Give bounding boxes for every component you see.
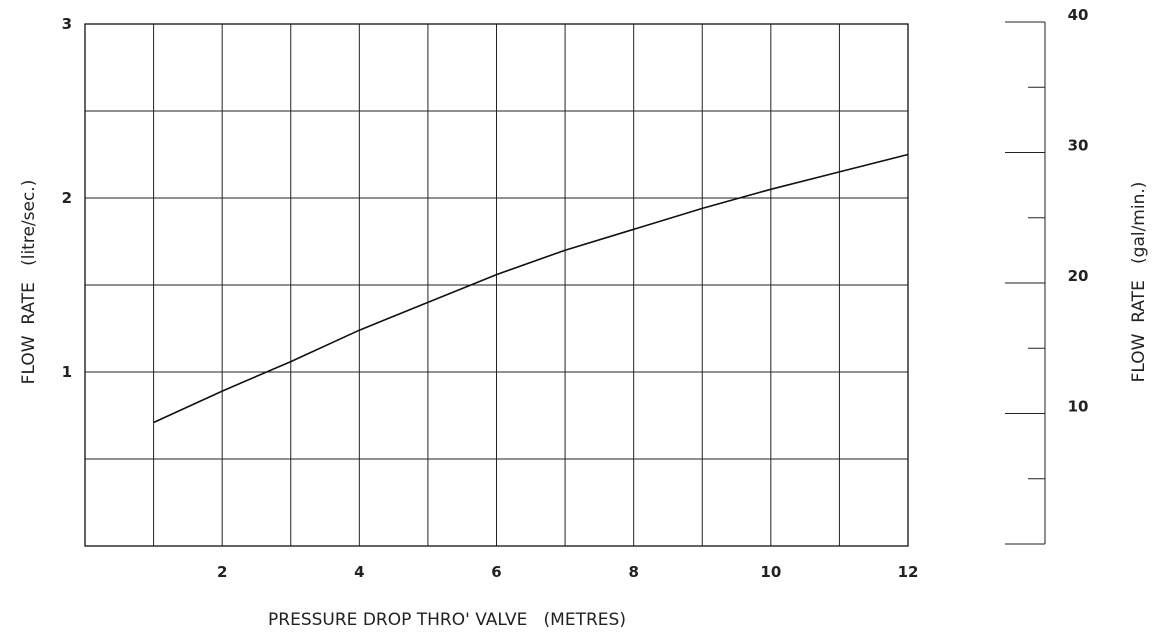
x-tick-label: 12 <box>898 563 919 581</box>
plot-frame <box>84 23 909 547</box>
flow-curve <box>153 153 909 424</box>
y-tick-labels: 1 2 3 <box>62 15 72 381</box>
y-tick-label: 3 <box>62 15 72 33</box>
y-tick-label: 2 <box>62 189 72 207</box>
x-tick-label: 2 <box>217 563 227 581</box>
x-axis-label: PRESSURE DROP THRO' VALVE (METRES) <box>268 610 626 630</box>
y2-axis-label: FLOW RATE (gal/min.) <box>1129 182 1149 383</box>
x-tick-labels: 2 4 6 8 10 12 <box>217 563 918 581</box>
grid-lines <box>85 24 908 546</box>
x-tick-label: 10 <box>760 563 781 581</box>
y2-tick-label: 20 <box>1068 267 1089 285</box>
x-tick-label: 8 <box>628 563 638 581</box>
y2-tick-label: 30 <box>1068 137 1089 155</box>
y2-tick-label: 40 <box>1068 6 1089 24</box>
y-axis-label: FLOW RATE (litre/sec.) <box>19 180 39 385</box>
y-tick-label: 1 <box>62 363 72 381</box>
secondary-axis: 10 20 30 40 <box>1005 6 1089 545</box>
y2-tick-label: 10 <box>1068 398 1089 416</box>
x-tick-label: 4 <box>354 563 364 581</box>
flow-curve-group <box>153 153 909 424</box>
x-tick-label: 6 <box>491 563 501 581</box>
